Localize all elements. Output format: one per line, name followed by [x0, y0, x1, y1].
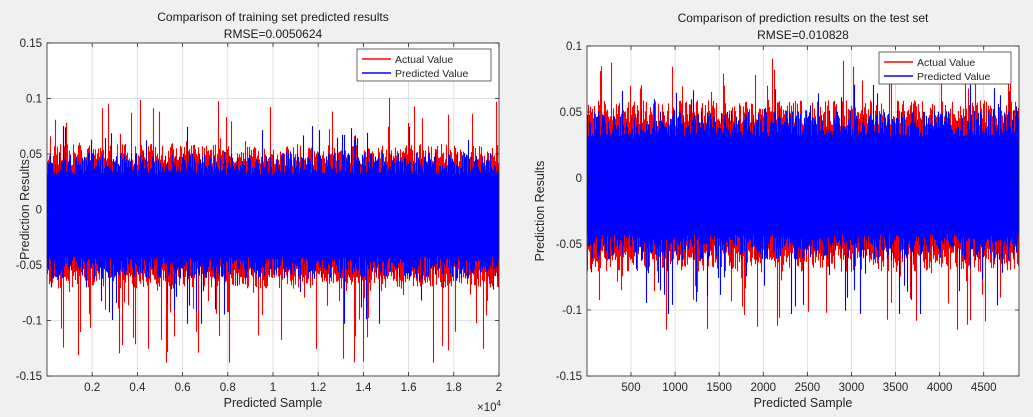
- x-tick-label: 2000: [750, 382, 776, 394]
- y-tick-label: -0.15: [556, 371, 582, 383]
- chart-subtitle: RMSE=0.010828: [757, 28, 849, 42]
- legend-label: Predicted Value: [395, 68, 469, 80]
- legend-label: Actual Value: [917, 57, 975, 69]
- chart-title: Comparison of prediction results on the …: [678, 11, 929, 25]
- x-tick-label: 3500: [883, 382, 909, 394]
- x-tick-label: 1.6: [401, 382, 417, 394]
- x-tick-label: 1: [270, 382, 276, 394]
- y-tick-label: 0.15: [20, 38, 42, 50]
- x-tick-label: 4000: [927, 382, 953, 394]
- x-tick-label: 1.2: [310, 382, 326, 394]
- y-axis-label: Prediction Results: [533, 161, 547, 262]
- y-tick-label: 0.1: [566, 41, 582, 53]
- y-tick-label: -0.1: [562, 305, 582, 317]
- x-axis-label: Predicted Sample: [754, 396, 853, 410]
- x-exponent-label: ×104: [477, 399, 502, 414]
- x-tick-label: 0.2: [84, 382, 100, 394]
- x-tick-label: 1.8: [446, 382, 462, 394]
- legend: Actual Value Predicted Value: [356, 48, 492, 82]
- y-tick-label: 0: [576, 173, 582, 185]
- legend-label: Predicted Value: [917, 71, 991, 83]
- x-tick-label: 4500: [971, 382, 997, 394]
- x-tick-label: 2: [496, 382, 502, 394]
- series-trace-predicted-value: [587, 84, 1019, 314]
- training-set-chart: 0.2 0.4 0.6 0.8 1 1.2 1.4 1.6 1.8 2 -0.15 -0.1 -0.05…: [16, 10, 502, 414]
- x-axis-label: Predicted Sample: [224, 396, 323, 410]
- y-tick-label: 0.05: [20, 149, 42, 161]
- training-set-figure: 0.2 0.4 0.6 0.8 1 1.2 1.4 1.6 1.8 2 -0.15 -0.1 -0.05…: [0, 0, 517, 417]
- x-tick-label: 1.4: [355, 382, 372, 394]
- y-tick-label: -0.15: [16, 371, 42, 383]
- test-set-chart: 500 1000 1500 2000 2500 3000 3500 4000 4500 -0.15…: [533, 11, 1020, 410]
- legend-label: Actual Value: [395, 54, 453, 66]
- x-tick-label: 0.8: [220, 382, 236, 394]
- x-tick-label: 1500: [706, 382, 732, 394]
- axes-box: [586, 45, 1020, 377]
- legend: Actual Value Predicted Value: [878, 51, 1012, 85]
- y-tick-label: 0.1: [26, 94, 42, 106]
- x-tick-label: 0.6: [175, 382, 191, 394]
- x-tick-label: 0.4: [129, 382, 146, 394]
- x-exponent-base: ×10: [477, 402, 497, 414]
- chart-title: Comparison of training set predicted res…: [157, 10, 388, 24]
- y-tick-label: -0.05: [556, 239, 582, 251]
- x-tick-label: 2500: [795, 382, 821, 394]
- legend-box: [878, 51, 1012, 85]
- y-tick-label: -0.05: [16, 260, 42, 272]
- legend-box: [356, 48, 492, 82]
- x-exponent-power: 4: [497, 399, 502, 408]
- y-tick-label: 0.05: [560, 107, 582, 119]
- x-tick-label: 1000: [662, 382, 688, 394]
- x-tick-label: 500: [621, 382, 640, 394]
- y-axis-label: Prediction Results: [18, 159, 32, 260]
- chart-subtitle: RMSE=0.0050624: [224, 27, 323, 41]
- x-tick-label: 3000: [839, 382, 865, 394]
- y-tick-label: 0: [36, 205, 42, 217]
- series-trace-predicted-value: [47, 126, 499, 324]
- y-tick-label: -0.1: [22, 316, 42, 328]
- test-set-figure: 500 1000 1500 2000 2500 3000 3500 4000 4500 -0.15…: [517, 0, 1033, 417]
